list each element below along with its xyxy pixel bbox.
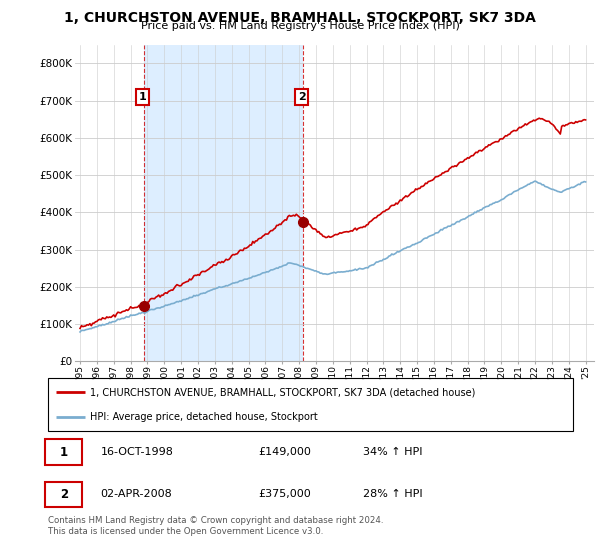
Text: Price paid vs. HM Land Registry's House Price Index (HPI): Price paid vs. HM Land Registry's House …	[140, 21, 460, 31]
Text: 2: 2	[59, 488, 68, 501]
Text: 1, CHURCHSTON AVENUE, BRAMHALL, STOCKPORT, SK7 3DA (detached house): 1, CHURCHSTON AVENUE, BRAMHALL, STOCKPOR…	[90, 388, 475, 398]
Text: HPI: Average price, detached house, Stockport: HPI: Average price, detached house, Stoc…	[90, 412, 318, 422]
Text: 1: 1	[59, 446, 68, 459]
Text: 16-OCT-1998: 16-OCT-1998	[101, 447, 173, 457]
Text: 34% ↑ HPI: 34% ↑ HPI	[363, 447, 422, 457]
Text: 28% ↑ HPI: 28% ↑ HPI	[363, 489, 422, 500]
Text: 1, CHURCHSTON AVENUE, BRAMHALL, STOCKPORT, SK7 3DA: 1, CHURCHSTON AVENUE, BRAMHALL, STOCKPOR…	[64, 11, 536, 25]
Text: 02-APR-2008: 02-APR-2008	[101, 489, 172, 500]
Text: £149,000: £149,000	[258, 447, 311, 457]
FancyBboxPatch shape	[46, 440, 82, 465]
Text: £375,000: £375,000	[258, 489, 311, 500]
Text: Contains HM Land Registry data © Crown copyright and database right 2024.
This d: Contains HM Land Registry data © Crown c…	[48, 516, 383, 536]
Bar	[144, 45, 304, 361]
FancyBboxPatch shape	[46, 482, 82, 507]
Text: 2: 2	[298, 92, 305, 102]
Text: 1: 1	[139, 92, 146, 102]
